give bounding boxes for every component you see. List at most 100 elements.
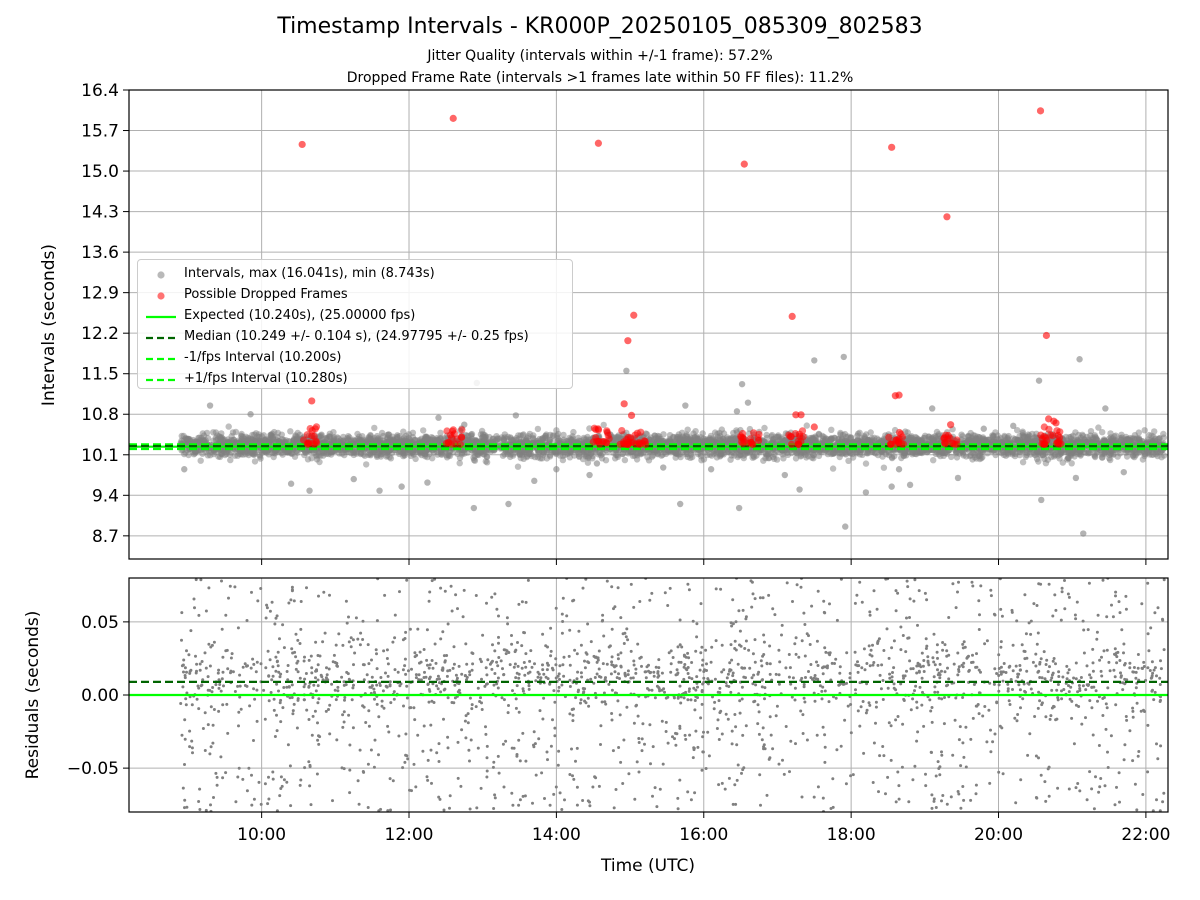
- interval-point: [266, 435, 273, 443]
- interval-point: [546, 438, 553, 445]
- dropped-frame-point: [594, 426, 603, 434]
- interval-point: [933, 428, 941, 436]
- y-tick-label: 10.1: [81, 446, 119, 466]
- interval-point: [1102, 405, 1109, 412]
- interval-point: [483, 453, 491, 460]
- interval-point: [738, 380, 746, 388]
- interval-point: [842, 523, 849, 530]
- interval-point: [424, 479, 431, 486]
- interval-point: [357, 450, 365, 457]
- interval-point: [948, 453, 955, 461]
- interval-point: [1092, 453, 1099, 461]
- dropped-frame-point: [1055, 440, 1063, 448]
- interval-point: [845, 457, 852, 464]
- dropped-frame-point: [1049, 432, 1057, 440]
- dropped-frame-point: [312, 439, 320, 447]
- interval-point: [417, 449, 424, 456]
- interval-point: [1035, 377, 1043, 384]
- interval-point: [580, 449, 587, 456]
- interval-point: [676, 500, 684, 508]
- dropped-frame-point: [739, 434, 747, 442]
- dropped-frame-point: [1036, 107, 1045, 115]
- interval-point: [553, 466, 560, 473]
- chart-subtitle-jitter: Jitter Quality (intervals within +/-1 fr…: [427, 48, 773, 64]
- interval-point: [1027, 451, 1034, 458]
- interval-point: [313, 451, 320, 459]
- dropped-frame-point: [754, 434, 762, 442]
- interval-point: [586, 471, 593, 479]
- interval-point: [760, 457, 767, 464]
- interval-point: [879, 453, 886, 460]
- interval-point: [531, 477, 538, 485]
- dropped-frame-point: [602, 439, 610, 447]
- dropped-frame-point: [458, 433, 466, 441]
- interval-point: [437, 429, 444, 436]
- dropped-frame-point: [631, 431, 639, 439]
- interval-point: [1041, 455, 1048, 462]
- dropped-frame-point: [739, 439, 747, 447]
- dropped-frame-point: [887, 440, 895, 448]
- interval-point: [741, 451, 749, 458]
- interval-point: [317, 432, 325, 439]
- interval-point: [530, 432, 537, 439]
- dropped-frame-point: [458, 426, 466, 434]
- dropped-frame-point: [1045, 425, 1053, 433]
- interval-point: [811, 357, 818, 364]
- interval-point: [514, 463, 522, 470]
- interval-point: [422, 434, 430, 441]
- y-tick-label: 10.8: [81, 405, 119, 425]
- interval-point: [1135, 435, 1143, 443]
- interval-point: [1112, 432, 1119, 439]
- interval-point: [1068, 460, 1075, 467]
- interval-point: [744, 399, 752, 406]
- dropped-frame-point: [618, 427, 626, 435]
- dropped-frame-point: [747, 438, 756, 446]
- interval-point: [837, 431, 844, 438]
- dropped-frame-point: [312, 423, 321, 431]
- dropped-frame-point: [895, 439, 903, 447]
- interval-point: [1099, 429, 1106, 436]
- interval-point: [274, 429, 282, 437]
- interval-point: [257, 455, 264, 462]
- interval-point: [720, 430, 728, 437]
- interval-point: [285, 437, 293, 445]
- dropped-frame-point: [304, 440, 312, 448]
- interval-point: [1069, 432, 1077, 439]
- dropped-frame-point: [638, 439, 646, 447]
- interval-point: [1012, 440, 1019, 448]
- interval-point: [1038, 496, 1045, 504]
- interval-point: [461, 421, 468, 428]
- interval-point: [570, 428, 577, 436]
- interval-point: [872, 450, 879, 457]
- interval-point: [294, 449, 301, 456]
- dropped-frame-point: [298, 140, 306, 149]
- interval-point: [316, 458, 323, 466]
- interval-point: [468, 430, 476, 438]
- interval-point: [410, 450, 417, 457]
- dropped-frame-point: [594, 139, 602, 147]
- interval-point: [1059, 459, 1067, 466]
- dropped-frame-point: [456, 440, 464, 448]
- interval-point: [698, 457, 705, 464]
- intervals-axes-frame: [128, 89, 1169, 560]
- y-tick-label: 14.3: [81, 203, 119, 223]
- interval-point: [644, 454, 651, 461]
- interval-point: [239, 433, 247, 441]
- interval-point: [888, 483, 895, 490]
- dropped-frame-point: [308, 397, 316, 405]
- interval-point: [727, 456, 734, 463]
- interval-point: [1051, 451, 1059, 459]
- interval-point: [322, 435, 329, 442]
- interval-point: [827, 435, 834, 443]
- interval-point: [470, 504, 478, 512]
- y-tick-label: 13.6: [81, 243, 119, 263]
- interval-point: [807, 438, 814, 445]
- interval-point: [1107, 430, 1114, 437]
- interval-point: [930, 457, 937, 464]
- y-tick-label: 15.0: [81, 162, 119, 182]
- interval-point: [201, 438, 208, 445]
- interval-point: [660, 431, 667, 438]
- dropped-frame-point: [449, 114, 457, 122]
- interval-point: [1062, 433, 1070, 441]
- interval-point: [1019, 459, 1027, 466]
